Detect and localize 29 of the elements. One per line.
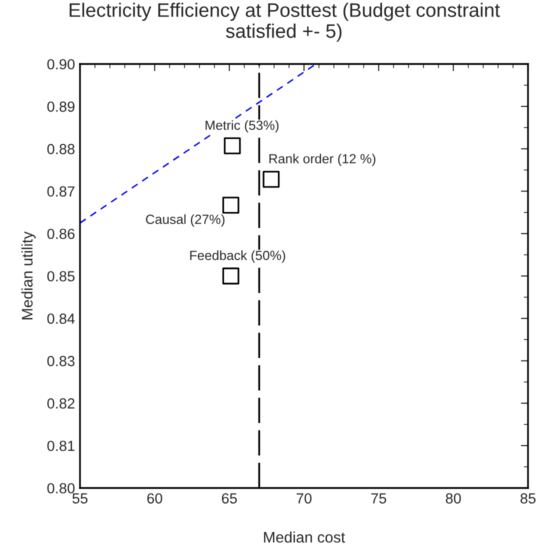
- point: [224, 137, 241, 154]
- annotation: Rank order (12 %): [269, 154, 376, 166]
- y-tick-label: 0.90: [47, 59, 75, 70]
- annotation: Causal (27%): [146, 214, 224, 227]
- annotation: Feedback (50%): [190, 250, 286, 263]
- point: [222, 196, 240, 214]
- x-tick-label: 60: [147, 493, 162, 504]
- x-tick-label: 85: [520, 493, 536, 504]
- x-tick-label: 55: [72, 493, 88, 504]
- y-tick-label: 0.83: [47, 356, 74, 366]
- y-tick-label: 0.86: [47, 228, 74, 240]
- x-tick-label: 75: [371, 493, 386, 504]
- chart-title: Electricity Efficiency at Posttest (Budget constraint satisfied +- 5): [70, 2, 500, 42]
- y-tick-label: 0.80: [47, 483, 75, 494]
- y-tick-label: 0.85: [47, 271, 75, 282]
- y-axis-title: Median utility: [21, 231, 36, 320]
- x-axis-title: Median cost: [264, 531, 346, 543]
- annotation: Metric (53%): [206, 120, 279, 133]
- x-tick-label: 80: [446, 493, 461, 504]
- x-tick-label: 70: [296, 493, 312, 504]
- y-tick-label: 0.89: [47, 102, 74, 112]
- y-tick-label: 0.84: [47, 314, 75, 324]
- point: [222, 268, 240, 284]
- x-tick-label: 65: [222, 493, 237, 504]
- y-tick-label: 0.81: [47, 440, 74, 452]
- y-tick-label: 0.87: [47, 186, 74, 197]
- y-tick-label: 0.82: [47, 398, 74, 409]
- point: [262, 170, 280, 188]
- y-tick-label: 0.88: [47, 144, 75, 154]
